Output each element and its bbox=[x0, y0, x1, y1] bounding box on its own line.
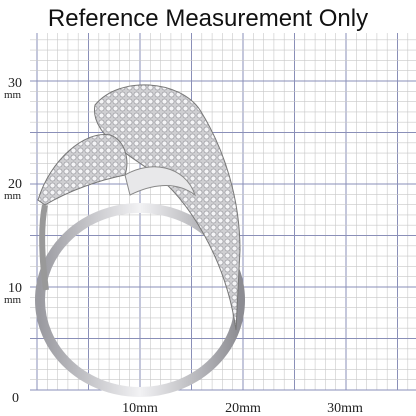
x-label: 30mm bbox=[327, 401, 363, 416]
ring-band bbox=[35, 203, 245, 397]
y-label: 10 bbox=[8, 281, 22, 296]
x-labels: 10mm 20mm 30mm bbox=[122, 401, 363, 416]
y-label: 20 bbox=[8, 177, 22, 192]
y-label: 0 bbox=[12, 391, 19, 406]
ring-side-pave bbox=[37, 133, 128, 206]
x-label: 10mm bbox=[122, 401, 158, 416]
ring bbox=[35, 84, 245, 397]
title: Reference Measurement Only bbox=[48, 5, 368, 32]
y-unit: mm bbox=[4, 89, 22, 101]
y-unit: mm bbox=[4, 294, 22, 306]
x-label: 20mm bbox=[225, 401, 261, 416]
y-unit: mm bbox=[4, 190, 22, 202]
ring-top-pave bbox=[94, 84, 241, 331]
ring-shank bbox=[39, 204, 49, 291]
ring-metal-fold bbox=[124, 166, 196, 197]
y-label: 30 bbox=[8, 76, 22, 91]
y-labels: 30 mm 20 mm 10 mm 0 bbox=[4, 76, 22, 406]
